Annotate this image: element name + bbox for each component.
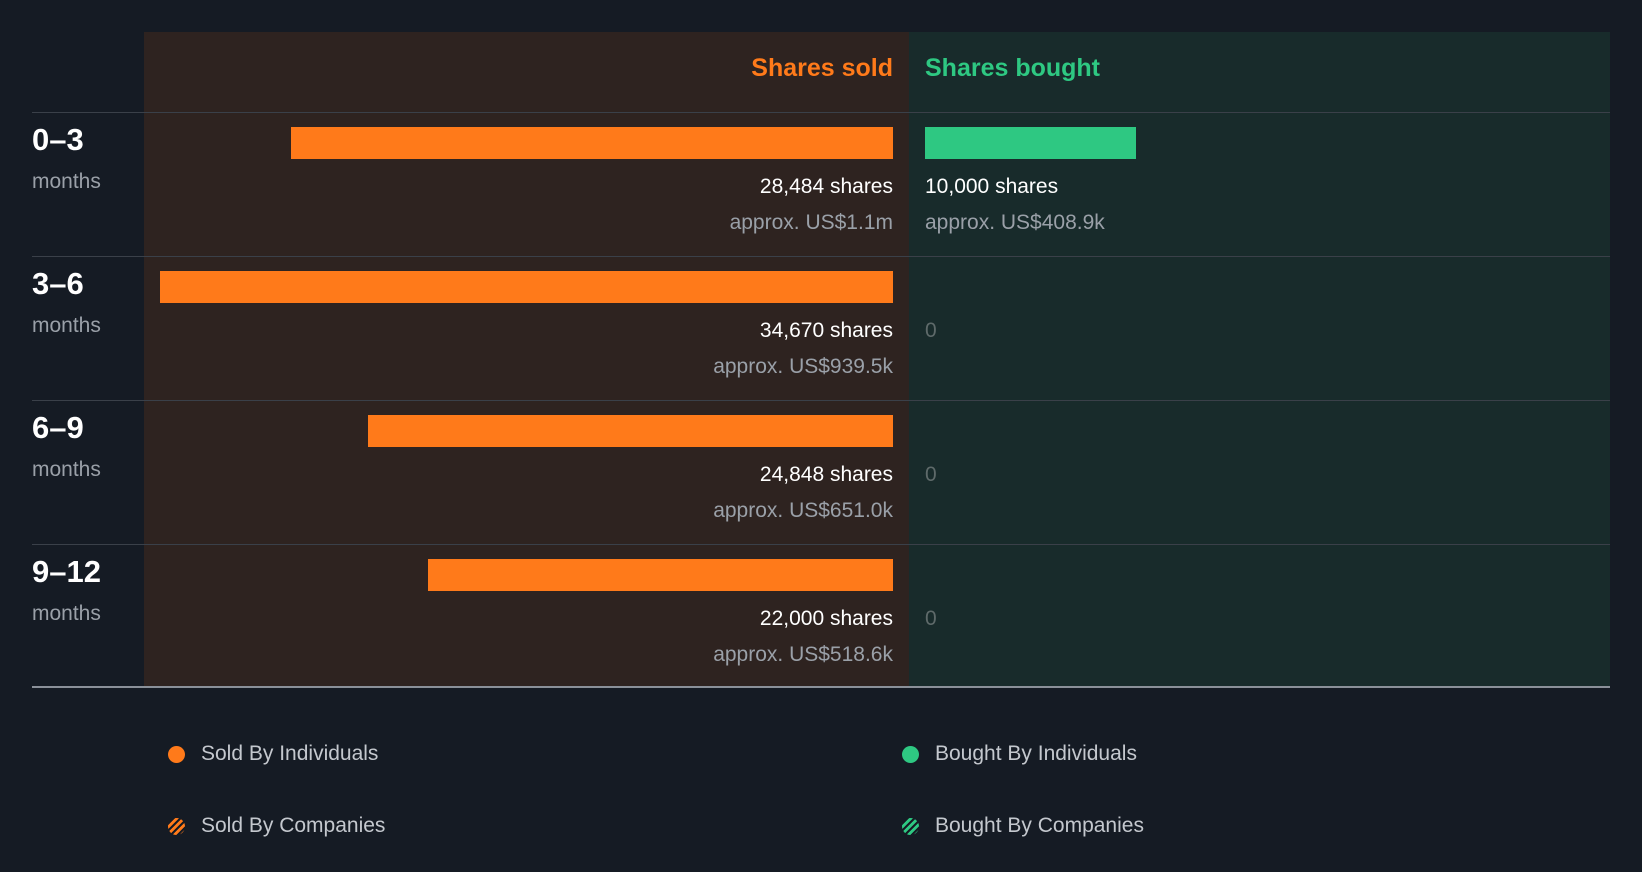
axis-baseline	[32, 686, 1610, 688]
period-row: 9–12 months 22,000 shares approx. US$518…	[0, 544, 1642, 688]
period-range-label: 0–3	[32, 122, 84, 157]
period-unit-label: months	[32, 170, 101, 193]
sold-value-label: approx. US$651.0k	[713, 499, 893, 522]
period-unit-label: months	[32, 602, 101, 625]
hatched-green-dot-icon	[902, 817, 919, 835]
sold-value-label: approx. US$939.5k	[713, 355, 893, 378]
sold-shares-label: 24,848 shares	[759, 463, 893, 486]
bought-shares-label: 10,000 shares	[925, 175, 1059, 198]
period-unit-label: months	[32, 458, 101, 481]
bought-shares-label: 0	[925, 607, 937, 630]
shares-sold-header: Shares sold	[751, 54, 893, 82]
period-range-label: 9–12	[32, 554, 101, 589]
green-dot-icon	[902, 745, 919, 763]
legend-bought-individuals: Bought By Individuals	[902, 742, 1137, 766]
period-row: 6–9 months 24,848 shares approx. US$651.…	[0, 400, 1642, 544]
bought-bar	[925, 127, 1136, 159]
legend-bought-companies: Bought By Companies	[902, 814, 1144, 838]
sold-shares-label: 28,484 shares	[759, 175, 893, 198]
sold-bar	[291, 127, 893, 159]
sold-bar	[428, 559, 893, 591]
row-divider	[32, 400, 1610, 401]
bought-shares-label: 0	[925, 319, 937, 342]
period-range-label: 3–6	[32, 266, 84, 301]
sold-bar	[368, 415, 893, 447]
legend-sold-individuals: Sold By Individuals	[168, 742, 378, 766]
hatched-orange-dot-icon	[168, 817, 185, 835]
legend-label: Bought By Companies	[935, 814, 1144, 837]
period-range-label: 6–9	[32, 410, 84, 445]
sold-value-label: approx. US$1.1m	[729, 211, 893, 234]
legend-label: Sold By Companies	[201, 814, 386, 837]
insider-trading-chart: Shares sold Shares bought 0–3 months 28,…	[0, 32, 1642, 688]
period-row: 0–3 months 28,484 shares approx. US$1.1m…	[0, 112, 1642, 256]
sold-shares-label: 22,000 shares	[759, 607, 893, 630]
sold-value-label: approx. US$518.6k	[713, 643, 893, 666]
legend-sold-companies: Sold By Companies	[168, 814, 385, 838]
bought-shares-label: 0	[925, 463, 937, 486]
bought-value-label: approx. US$408.9k	[925, 211, 1105, 234]
legend-label: Sold By Individuals	[201, 742, 379, 765]
orange-dot-icon	[168, 745, 185, 763]
shares-bought-header: Shares bought	[925, 54, 1101, 82]
row-divider	[32, 112, 1610, 113]
legend-label: Bought By Individuals	[935, 742, 1137, 765]
sold-shares-label: 34,670 shares	[759, 319, 893, 342]
row-divider	[32, 256, 1610, 257]
period-unit-label: months	[32, 314, 101, 337]
period-row: 3–6 months 34,670 shares approx. US$939.…	[0, 256, 1642, 400]
sold-bar	[160, 271, 893, 303]
row-divider	[32, 544, 1610, 545]
